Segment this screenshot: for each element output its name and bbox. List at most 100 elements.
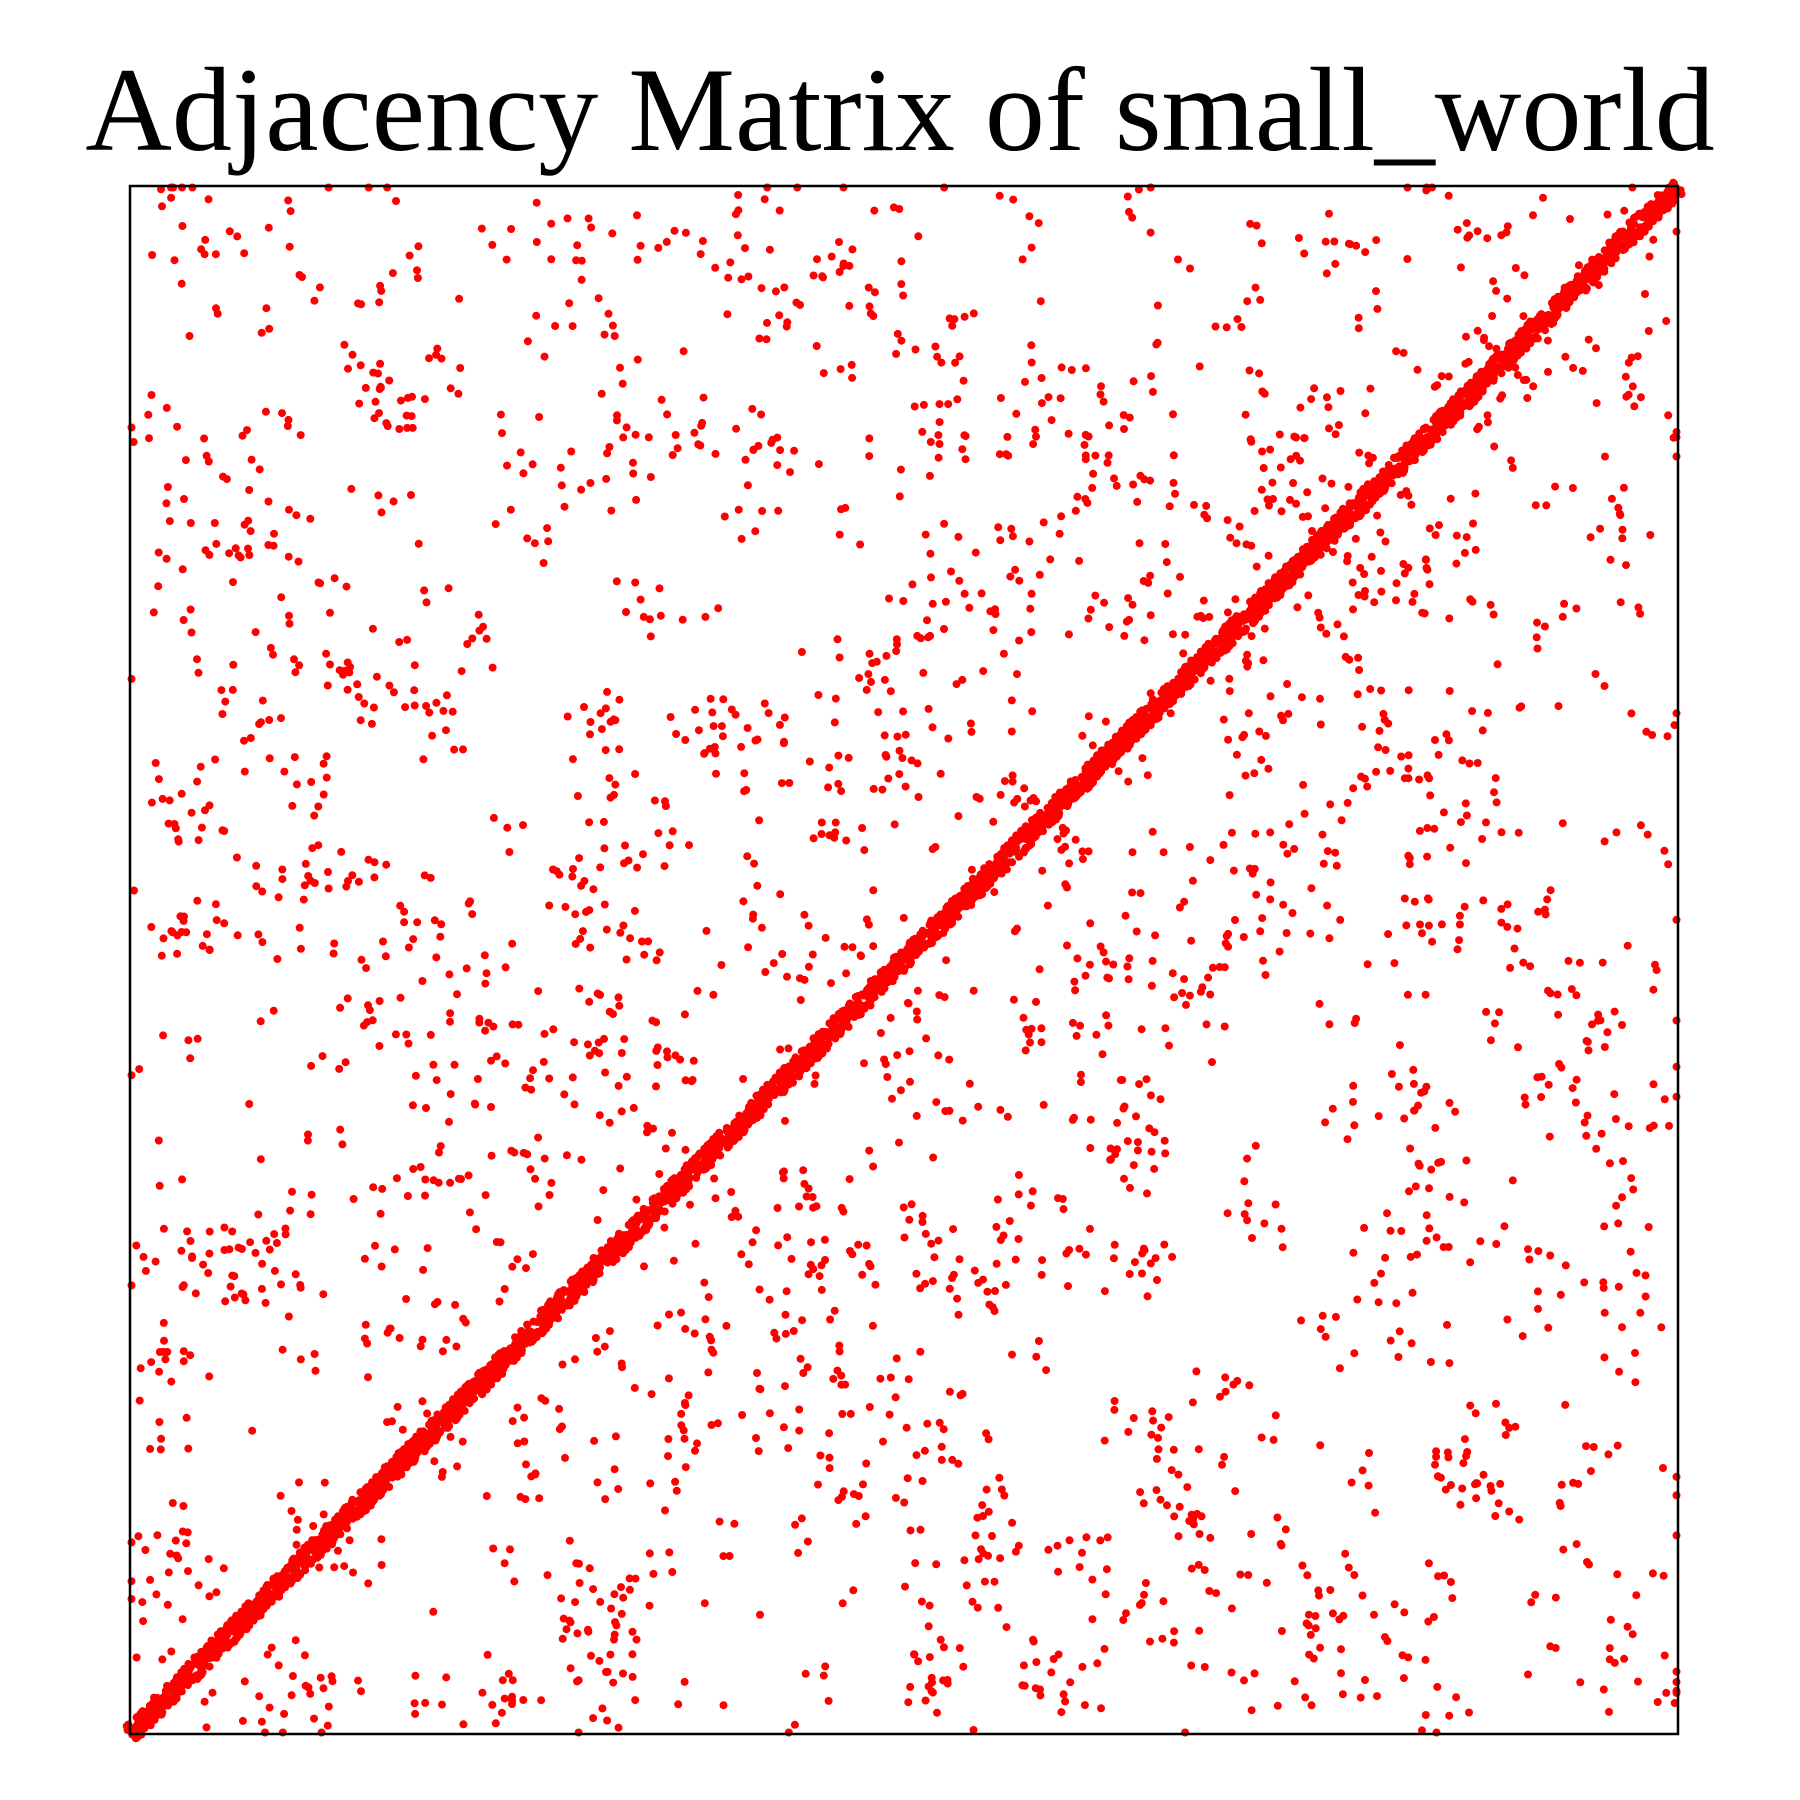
matrix-point [357, 955, 366, 964]
matrix-point [1247, 541, 1256, 550]
matrix-point [432, 698, 441, 707]
matrix-point [1006, 572, 1015, 581]
matrix-point [1194, 1560, 1203, 1569]
matrix-point [500, 1694, 509, 1703]
matrix-point [626, 934, 635, 943]
matrix-point [411, 1671, 420, 1680]
matrix-point [1433, 381, 1442, 390]
matrix-point [803, 1537, 812, 1546]
matrix-point [1318, 474, 1327, 483]
matrix-point [960, 431, 969, 440]
matrix-point [549, 1025, 558, 1034]
matrix-point [285, 242, 294, 251]
matrix-point [1349, 1097, 1357, 1106]
matrix-point [324, 183, 333, 192]
matrix-point [1325, 934, 1334, 943]
matrix-point [1582, 1442, 1590, 1451]
matrix-point [1086, 1115, 1095, 1124]
matrix-point [1446, 843, 1455, 852]
matrix-point [603, 1667, 612, 1676]
matrix-point [1226, 533, 1235, 542]
matrix-point [410, 686, 419, 695]
matrix-point [886, 1373, 895, 1382]
matrix-point [491, 1719, 500, 1728]
matrix-point [1065, 859, 1074, 868]
matrix-point [570, 1038, 579, 1047]
matrix-point [944, 734, 953, 743]
matrix-point [1583, 1111, 1592, 1120]
matrix-point [590, 1436, 599, 1445]
matrix-point [1618, 534, 1627, 543]
matrix-point [1129, 1161, 1138, 1170]
matrix-point [1128, 888, 1137, 897]
matrix-point [631, 1696, 640, 1705]
matrix-point [1355, 666, 1364, 674]
matrix-point [959, 376, 968, 385]
matrix-point [610, 332, 619, 340]
matrix-point [781, 1382, 789, 1391]
matrix-point [1561, 352, 1570, 361]
matrix-point [1026, 1201, 1035, 1210]
matrix-point [1165, 502, 1174, 511]
matrix-point [782, 1287, 791, 1296]
matrix-point [730, 1519, 739, 1528]
matrix-point [389, 688, 398, 697]
matrix-point [364, 183, 373, 192]
matrix-point [858, 824, 867, 832]
matrix-point [326, 608, 334, 617]
matrix-point [888, 1094, 896, 1103]
matrix-point [846, 1409, 855, 1418]
matrix-point [1445, 1711, 1454, 1720]
matrix-point [727, 705, 736, 714]
matrix-point [804, 921, 813, 930]
matrix-point [196, 762, 205, 771]
matrix-point [602, 474, 611, 483]
matrix-point [376, 359, 385, 368]
matrix-point [1104, 1021, 1113, 1030]
matrix-point [837, 1203, 846, 1212]
matrix-point [395, 1334, 404, 1342]
matrix-point [577, 485, 586, 494]
matrix-point [1500, 1222, 1509, 1231]
matrix-point [246, 1238, 255, 1247]
matrix-point [178, 1175, 187, 1184]
matrix-point [1169, 451, 1178, 460]
matrix-point [995, 191, 1004, 200]
matrix-point [547, 1178, 556, 1187]
matrix-point [419, 1265, 428, 1274]
matrix-point [1261, 971, 1270, 979]
matrix-point [1206, 1533, 1215, 1542]
matrix-point [1425, 1224, 1434, 1233]
matrix-point [897, 336, 906, 345]
matrix-point [367, 719, 376, 728]
matrix-point [781, 1310, 790, 1319]
matrix-point [1029, 440, 1038, 449]
matrix-point [611, 780, 620, 789]
matrix-point [1471, 489, 1480, 498]
matrix-point [1073, 954, 1082, 963]
matrix-point [748, 1238, 757, 1247]
matrix-point [865, 1403, 874, 1411]
matrix-point [959, 1662, 968, 1671]
matrix-point [1153, 301, 1162, 310]
matrix-point [155, 1181, 164, 1190]
matrix-point [993, 1195, 1002, 1204]
matrix-point [1036, 297, 1045, 306]
matrix-point [430, 916, 439, 925]
matrix-point [1367, 552, 1376, 561]
matrix-point [1446, 1578, 1455, 1586]
matrix-point [1632, 1591, 1641, 1600]
matrix-point [422, 1104, 430, 1112]
matrix-point [508, 1262, 517, 1271]
matrix-point [1410, 589, 1419, 598]
matrix-point [719, 695, 728, 704]
matrix-point [775, 311, 784, 320]
matrix-point [1081, 495, 1090, 503]
matrix-point [1533, 334, 1542, 343]
matrix-point [616, 363, 624, 372]
matrix-point [1166, 709, 1175, 718]
matrix-point [830, 833, 839, 842]
matrix-point [752, 1226, 761, 1235]
matrix-point [1146, 1259, 1155, 1268]
matrix-point [679, 1426, 688, 1435]
